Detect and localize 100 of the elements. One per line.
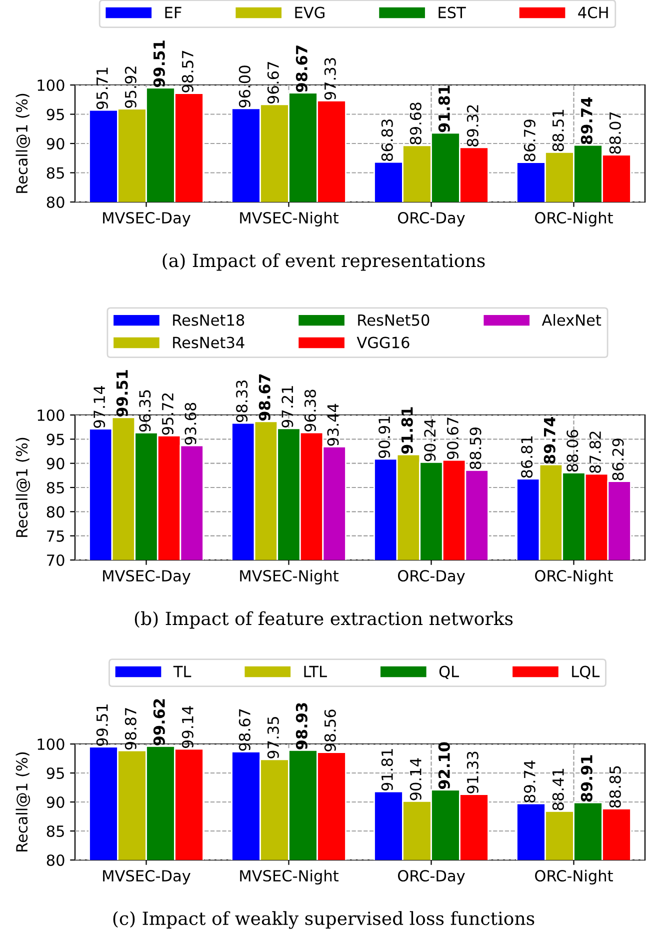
data-label: 92.10 bbox=[438, 742, 450, 790]
y-tick-label: 95 bbox=[46, 434, 64, 446]
x-tick-label: MVSEC-Day bbox=[103, 212, 190, 227]
data-label: 89.74 bbox=[544, 416, 556, 464]
data-label: 90.14 bbox=[410, 758, 422, 800]
legend-label: ResNet34 bbox=[173, 336, 244, 348]
data-label: 99.51 bbox=[116, 370, 128, 417]
legend-label: LQL bbox=[572, 666, 600, 680]
legend-label: LTL bbox=[304, 666, 327, 678]
y-tick-label: 75 bbox=[47, 530, 64, 542]
data-label: 98.67 bbox=[296, 46, 308, 92]
data-label: 98.57 bbox=[182, 50, 194, 92]
legend-label: EST bbox=[438, 6, 466, 18]
y-tick-label: 85 bbox=[46, 482, 64, 494]
data-label: 91.33 bbox=[466, 752, 478, 794]
data-label: 97.35 bbox=[267, 716, 279, 758]
data-label: 95.71 bbox=[96, 68, 108, 110]
data-label: 88.41 bbox=[552, 768, 564, 810]
data-label: 89.74 bbox=[580, 97, 592, 144]
data-label: 96.67 bbox=[267, 62, 279, 104]
y-tick-label: 90 bbox=[46, 458, 64, 470]
x-tick-label: ORC-Day bbox=[398, 870, 465, 885]
data-label: 86.81 bbox=[521, 436, 533, 478]
legend-label: VGG16 bbox=[356, 336, 410, 348]
y-tick-label: 100 bbox=[38, 738, 64, 750]
legend-label: EF bbox=[165, 6, 182, 18]
legend-label: ResNet18 bbox=[173, 314, 244, 326]
y-tick-label: 80 bbox=[46, 196, 64, 208]
y-axis-title: Recall@1 (%) bbox=[16, 94, 30, 193]
x-tick-label: ORC-Night bbox=[535, 212, 613, 227]
data-label: 91.81 bbox=[438, 86, 450, 132]
data-label: 96.00 bbox=[238, 66, 250, 108]
y-tick-label: 70 bbox=[47, 554, 64, 566]
x-tick-label: MVSEC-Night bbox=[240, 870, 338, 885]
y-tick-label: 85 bbox=[46, 167, 64, 179]
legend-label: QL bbox=[439, 666, 459, 680]
x-tick-label: MVSEC-Night bbox=[240, 570, 338, 585]
data-label: 97.33 bbox=[324, 58, 336, 100]
y-tick-label: 100 bbox=[38, 79, 64, 92]
legend-label: EVG bbox=[295, 6, 324, 18]
legend-label: ResNet50 bbox=[358, 314, 430, 326]
data-label: 88.07 bbox=[609, 112, 621, 154]
x-tick-label: ORC-Night bbox=[535, 570, 613, 585]
data-label: 88.06 bbox=[566, 430, 578, 472]
y-tick-label: 95 bbox=[46, 108, 64, 120]
data-label: 86.83 bbox=[381, 120, 393, 162]
data-label: 89.32 bbox=[466, 105, 478, 146]
text: (b) Impact of feature extraction networks bbox=[134, 611, 513, 629]
legend-label: TL bbox=[173, 666, 192, 678]
y-tick-label: 90 bbox=[46, 796, 64, 808]
data-label: 90.91 bbox=[378, 416, 390, 458]
data-label: 88.51 bbox=[552, 110, 564, 152]
data-label: 89.91 bbox=[580, 755, 592, 802]
x-tick-label: MVSEC-Day bbox=[103, 870, 190, 885]
y-axis-title: Recall@1 (%) bbox=[16, 438, 30, 537]
legend-label: 4CH bbox=[578, 6, 608, 18]
y-tick-label: 80 bbox=[46, 854, 64, 866]
data-label: 98.87 bbox=[124, 708, 136, 750]
data-label: 90.67 bbox=[446, 418, 458, 460]
data-label: 89.68 bbox=[410, 102, 422, 144]
data-label: 97.14 bbox=[94, 386, 106, 428]
data-label: 99.51 bbox=[96, 704, 108, 746]
data-label: 98.93 bbox=[296, 703, 308, 750]
data-label: 89.74 bbox=[524, 760, 536, 802]
y-tick-label: 85 bbox=[46, 825, 64, 838]
y-tick-label: 80 bbox=[46, 506, 64, 518]
data-label: 97.21 bbox=[282, 386, 294, 428]
data-label: 91.81 bbox=[381, 749, 393, 791]
data-label: 88.85 bbox=[609, 766, 621, 808]
data-label: 98.67 bbox=[258, 374, 270, 421]
data-label: 98.56 bbox=[324, 710, 336, 752]
data-label: 86.29 bbox=[612, 438, 624, 480]
data-label: 90.24 bbox=[424, 419, 436, 462]
data-label: 96.35 bbox=[139, 390, 151, 432]
x-tick-label: ORC-Day bbox=[398, 570, 465, 585]
data-label: 99.51 bbox=[153, 40, 165, 88]
x-tick-label: ORC-Night bbox=[535, 870, 613, 885]
y-tick-label: 100 bbox=[38, 409, 64, 422]
data-label: 98.33 bbox=[236, 380, 248, 422]
data-label: 95.92 bbox=[124, 66, 136, 108]
x-tick-label: MVSEC-Night bbox=[240, 212, 338, 227]
data-label: 93.44 bbox=[327, 404, 339, 446]
y-axis-title: Recall@1 (%) bbox=[16, 752, 30, 852]
text: (a) Impact of event representations bbox=[162, 253, 485, 271]
data-label: 87.82 bbox=[589, 432, 601, 473]
data-label: 93.68 bbox=[184, 402, 196, 445]
data-label: 96.38 bbox=[304, 390, 316, 432]
x-tick-label: MVSEC-Day bbox=[103, 570, 190, 585]
data-label: 86.79 bbox=[524, 120, 536, 162]
data-label: 91.81 bbox=[401, 407, 413, 454]
y-tick-label: 95 bbox=[46, 767, 64, 780]
data-label: 95.72 bbox=[162, 393, 174, 435]
legend-label: AlexNet bbox=[542, 314, 602, 326]
data-label: 99.14 bbox=[182, 706, 194, 748]
data-label: 99.62 bbox=[153, 699, 165, 746]
text: (c) Impact of weakly supervised loss functions bbox=[113, 911, 534, 929]
data-label: 88.59 bbox=[470, 427, 482, 470]
x-tick-label: ORC-Day bbox=[398, 212, 465, 227]
y-tick-label: 90 bbox=[46, 138, 64, 150]
data-label: 98.67 bbox=[238, 709, 250, 751]
